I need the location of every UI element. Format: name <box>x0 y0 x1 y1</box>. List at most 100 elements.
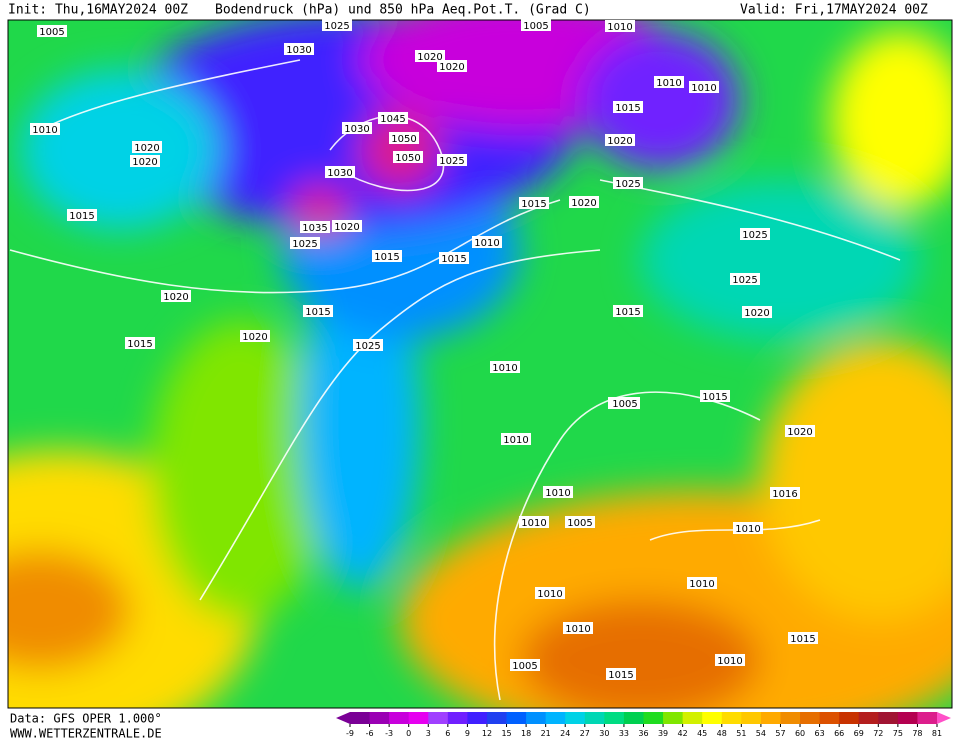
label-box <box>415 50 445 62</box>
label-box <box>785 425 815 437</box>
isobar-label: 1035 <box>302 223 327 234</box>
isobar-label: 1010 <box>521 518 546 529</box>
colorbar-swatch <box>545 712 566 724</box>
colorbar-tick-label: 30 <box>599 729 609 738</box>
isobar-label: 1005 <box>512 661 537 672</box>
colorbar-tick-label: 12 <box>482 729 492 738</box>
colorbar-tick-label: 6 <box>445 729 450 738</box>
isobar-label: 1015 <box>608 670 633 681</box>
colorbar-tick-label: 72 <box>873 729 883 738</box>
isobar-label: 1005 <box>612 399 637 410</box>
label-box <box>130 155 160 167</box>
colorbar-swatch <box>839 712 860 724</box>
label-box <box>563 622 593 634</box>
colorbar-swatch <box>565 712 586 724</box>
label-box <box>284 43 314 55</box>
colorbar-swatch <box>506 712 527 724</box>
label-box <box>689 81 719 93</box>
isobar-label: 1030 <box>327 168 352 179</box>
isobar-label: 1020 <box>571 198 596 209</box>
label-box <box>161 290 191 302</box>
label-box <box>240 330 270 342</box>
label-box <box>569 196 599 208</box>
isobar-label: 1015 <box>374 252 399 263</box>
colorbar-swatch <box>604 712 625 724</box>
label-box <box>353 339 383 351</box>
colorbar-tick-label: 78 <box>912 729 922 738</box>
colorbar-tick-label: 66 <box>834 729 844 738</box>
isobar-label: 1050 <box>391 134 416 145</box>
isobar-labels: 1005 1010 1020 1020 1015 1020 1015 1020 1030 1020… <box>30 19 818 681</box>
label-box <box>393 151 423 163</box>
isobar-label: 1005 <box>567 518 592 529</box>
isobar-label: 1015 <box>127 339 152 350</box>
colorbar-swatch <box>623 712 644 724</box>
label-box <box>700 390 730 402</box>
isobar-label: 1020 <box>787 427 812 438</box>
isobar-label: 1020 <box>417 52 442 63</box>
isobar-label: 1015 <box>69 211 94 222</box>
colorbar-arrow-high <box>937 712 951 724</box>
website: WWW.WETTERZENTRALE.DE <box>10 727 162 741</box>
isobar-label: 1015 <box>615 307 640 318</box>
label-box <box>613 177 643 189</box>
label-box <box>30 123 60 135</box>
label-box <box>300 221 330 233</box>
isobar-label: 1010 <box>474 238 499 249</box>
data-source: Data: GFS OPER 1.000° <box>10 712 162 726</box>
label-box <box>519 516 549 528</box>
colorbar-swatch <box>897 712 918 724</box>
colorbar-tick-label: 48 <box>717 729 727 738</box>
colorbar-tick-label: 33 <box>619 729 629 738</box>
isobar-label: 1015 <box>441 254 466 265</box>
label-box <box>132 141 162 153</box>
label-box <box>535 587 565 599</box>
colorbar-swatch <box>878 712 899 724</box>
colorbar-tick-label: 39 <box>658 729 668 738</box>
isobar-label: 1025 <box>742 230 767 241</box>
label-box <box>521 19 551 31</box>
label-box <box>439 252 469 264</box>
isobar-label: 1010 <box>691 83 716 94</box>
isobar-label: 1020 <box>242 332 267 343</box>
colorbar-swatch <box>447 712 468 724</box>
label-box <box>372 250 402 262</box>
colorbar-swatch <box>760 712 781 724</box>
isobar-label: 1015 <box>702 392 727 403</box>
label-box <box>125 337 155 349</box>
label-box <box>605 20 635 32</box>
colorbar-swatch <box>917 712 938 724</box>
colorbar-tick-label: 18 <box>521 729 531 738</box>
colorbar-tick-label: 69 <box>854 729 864 738</box>
colorbar-tick-label: 63 <box>815 729 825 738</box>
colorbar-swatch <box>584 712 605 724</box>
isobar-label: 1025 <box>324 21 349 32</box>
isobar-label: 1020 <box>334 222 359 233</box>
colorbar-swatch <box>408 712 429 724</box>
isobar-label: 1020 <box>744 308 769 319</box>
colorbar-swatch <box>663 712 684 724</box>
isobar-label: 1020 <box>163 292 188 303</box>
label-box <box>67 209 97 221</box>
label-box <box>610 397 640 409</box>
colorbar-tick-label: 42 <box>678 729 688 738</box>
valid-time: Valid: Fri,17MAY2024 00Z <box>740 3 928 18</box>
label-box <box>770 487 800 499</box>
isobar-label: 1025 <box>292 239 317 250</box>
isobar-label: 1010 <box>735 524 760 535</box>
colorbar-tick-label: 54 <box>756 729 766 738</box>
isobar-label: 1010 <box>32 125 57 136</box>
label-box <box>740 228 770 240</box>
colorbar-tick-label: 21 <box>541 729 551 738</box>
label-box <box>613 305 643 317</box>
label-box <box>687 577 717 589</box>
label-box <box>437 154 467 166</box>
colorbar-swatch <box>369 712 390 724</box>
colorbar-swatch <box>350 712 371 724</box>
isobar-label: 1010 <box>689 579 714 590</box>
isobar-label: 1025 <box>732 275 757 286</box>
isobar-label: 1010 <box>537 589 562 600</box>
colorbar-swatch <box>486 712 508 724</box>
label-box <box>490 361 520 373</box>
